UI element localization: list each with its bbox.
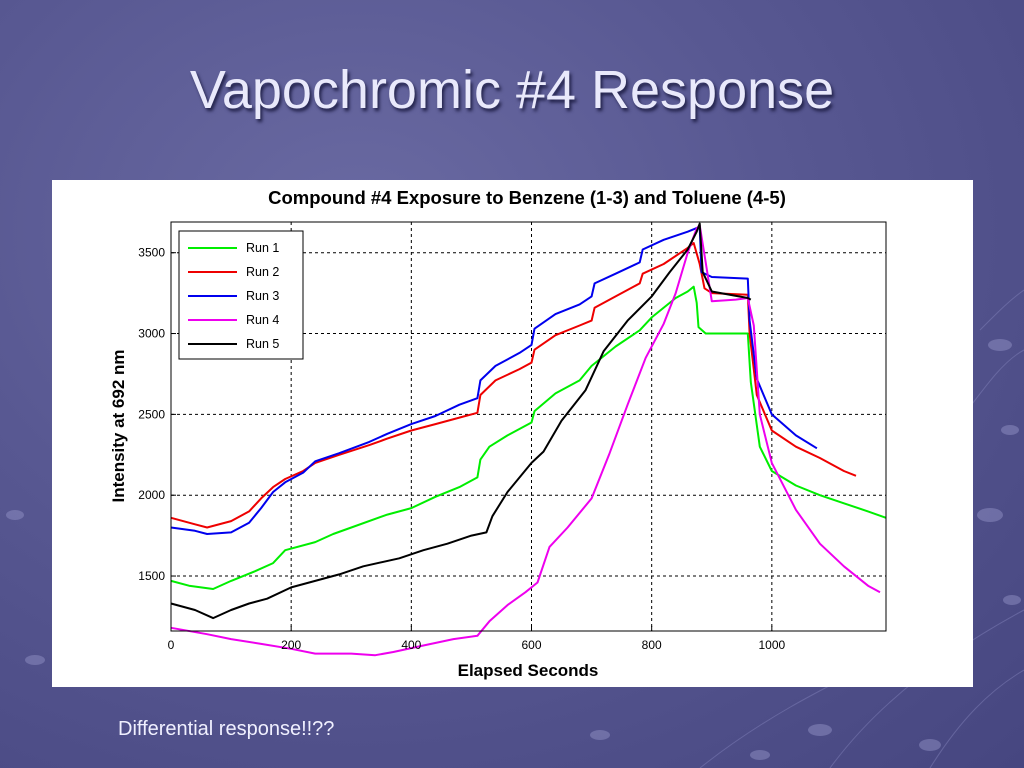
y-tick-label: 2000 — [138, 488, 165, 502]
y-tick-label: 2500 — [138, 407, 165, 421]
slide-footnote: Differential response!!?? — [118, 718, 335, 740]
y-tick-label: 1500 — [138, 569, 165, 583]
y-axis-label: Intensity at 692 nm — [109, 349, 128, 502]
x-tick-label: 1000 — [758, 638, 785, 652]
chart-legend[interactable]: Run 1 Run 2 Run 3 Run 4 Run 5 — [178, 230, 304, 360]
series-line-run-5 — [170, 222, 752, 620]
chart-panel: Compound #4 Exposure to Benzene (1-3) an… — [52, 180, 973, 687]
y-tick-label: 3500 — [138, 246, 165, 260]
x-tick-label: 800 — [642, 638, 662, 652]
x-tick-label: 200 — [281, 638, 301, 652]
legend-label-run-4: Run 4 — [246, 313, 279, 327]
series-line-run-1 — [170, 285, 887, 590]
chart-ticks: 0 200 400 600 800 1000 1500 2000 2500 3000 3500 — [138, 246, 785, 652]
legend-label-run-1: Run 1 — [246, 241, 279, 255]
series-line-run-4 — [170, 224, 881, 657]
slide-title: Vapochromic #4 Response — [189, 60, 835, 120]
y-tick-label: 3000 — [138, 327, 165, 341]
chart-series-group — [170, 222, 887, 657]
legend-label-run-5: Run 5 — [246, 337, 279, 351]
legend-label-run-3: Run 3 — [246, 289, 279, 303]
x-tick-label: 0 — [168, 638, 175, 652]
x-tick-label: 600 — [521, 638, 541, 652]
chart-title: Compound #4 Exposure to Benzene (1-3) an… — [268, 187, 786, 208]
plot-area-frame — [170, 221, 887, 632]
x-axis-label: Elapsed Seconds — [458, 661, 599, 680]
x-tick-label: 400 — [401, 638, 421, 652]
line-chart: Compound #4 Exposure to Benzene (1-3) an… — [109, 187, 887, 680]
legend-label-run-2: Run 2 — [246, 265, 279, 279]
